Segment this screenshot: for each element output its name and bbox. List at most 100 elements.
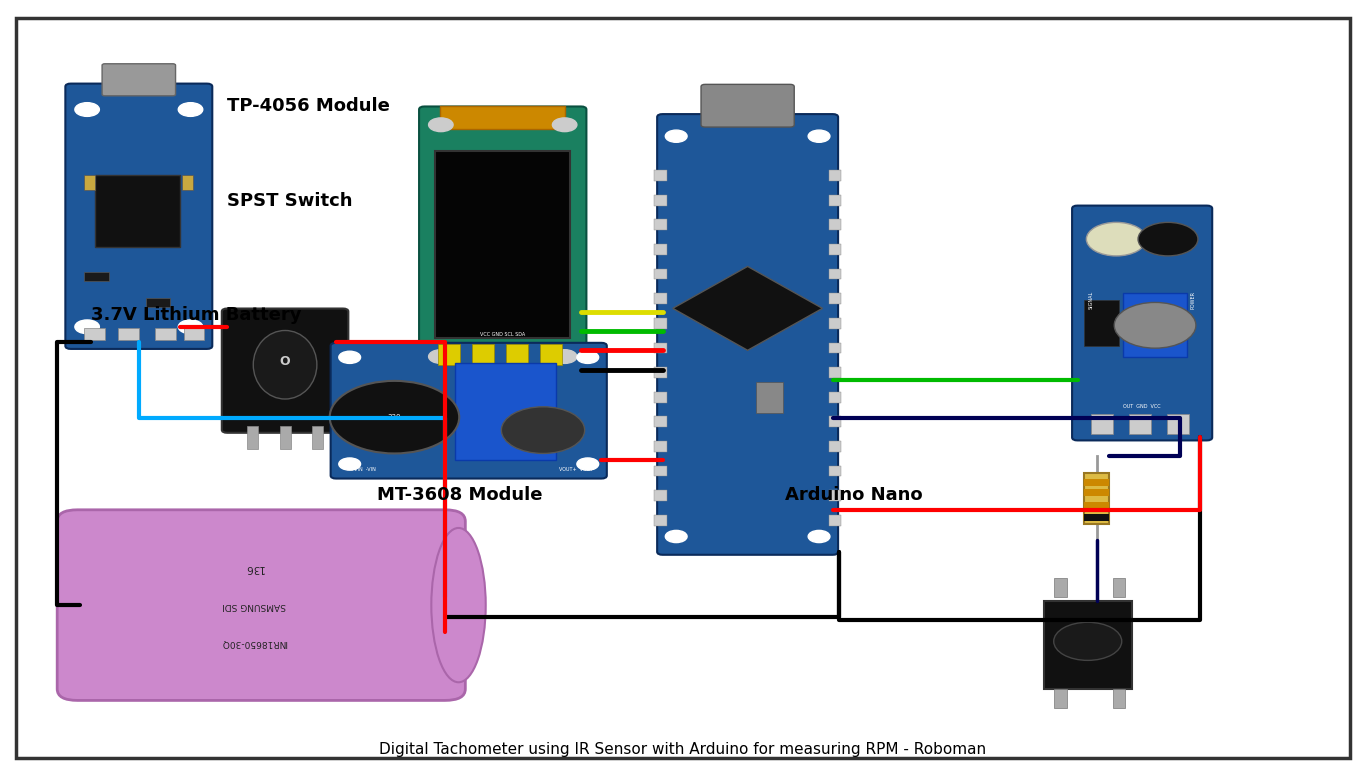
Bar: [119, 328, 139, 339]
Circle shape: [179, 103, 202, 117]
Text: MT-3608 Module: MT-3608 Module: [377, 485, 542, 504]
Bar: [156, 328, 176, 339]
Bar: [1123, 293, 1187, 357]
Bar: [440, 106, 566, 128]
FancyBboxPatch shape: [221, 309, 348, 433]
Circle shape: [809, 531, 831, 542]
Bar: [654, 244, 667, 255]
Bar: [654, 515, 667, 525]
Bar: [1168, 415, 1188, 434]
Bar: [654, 318, 667, 329]
Bar: [436, 151, 570, 338]
Bar: [829, 465, 841, 476]
Bar: [280, 426, 291, 449]
Bar: [247, 426, 258, 449]
Bar: [1055, 689, 1067, 708]
Bar: [1091, 415, 1113, 434]
Bar: [1085, 502, 1109, 508]
Circle shape: [179, 320, 202, 333]
Text: +VIN  -VIN: +VIN -VIN: [350, 467, 376, 472]
Circle shape: [552, 349, 576, 363]
Bar: [829, 490, 841, 501]
Circle shape: [75, 320, 100, 333]
Bar: [654, 416, 667, 427]
Bar: [829, 441, 841, 452]
Text: Digital Tachometer using IR Sensor with Arduino for measuring RPM - Roboman: Digital Tachometer using IR Sensor with …: [380, 743, 986, 757]
Bar: [438, 343, 460, 365]
Ellipse shape: [253, 330, 317, 399]
Text: 136: 136: [245, 563, 264, 573]
Bar: [654, 293, 667, 304]
Circle shape: [665, 130, 687, 142]
Text: O: O: [280, 355, 291, 368]
Text: VCC GND SCL SDA: VCC GND SCL SDA: [479, 332, 526, 337]
Bar: [96, 175, 180, 247]
Bar: [829, 244, 841, 255]
Bar: [654, 220, 667, 230]
Bar: [146, 298, 171, 307]
Circle shape: [1086, 223, 1146, 256]
FancyBboxPatch shape: [701, 84, 794, 127]
FancyBboxPatch shape: [66, 84, 212, 349]
Bar: [829, 318, 841, 329]
Circle shape: [339, 458, 361, 470]
Bar: [85, 175, 96, 190]
Circle shape: [576, 351, 598, 363]
FancyBboxPatch shape: [102, 64, 176, 96]
Bar: [654, 170, 667, 181]
Circle shape: [75, 103, 100, 117]
Bar: [829, 195, 841, 206]
Bar: [182, 175, 193, 190]
Bar: [473, 343, 494, 365]
Bar: [654, 392, 667, 402]
Bar: [654, 343, 667, 353]
FancyBboxPatch shape: [57, 510, 466, 700]
Bar: [1085, 489, 1109, 496]
Circle shape: [429, 349, 454, 363]
Circle shape: [809, 130, 831, 142]
Bar: [85, 272, 109, 281]
Bar: [829, 343, 841, 353]
Bar: [1085, 300, 1119, 346]
Circle shape: [339, 351, 361, 363]
Text: 330: 330: [388, 414, 402, 420]
Bar: [829, 515, 841, 525]
Bar: [654, 441, 667, 452]
Bar: [540, 343, 561, 365]
Bar: [507, 343, 527, 365]
Bar: [829, 367, 841, 378]
Bar: [1130, 415, 1152, 434]
Bar: [1044, 601, 1132, 689]
Bar: [183, 328, 204, 339]
Ellipse shape: [432, 528, 486, 682]
Polygon shape: [673, 266, 822, 350]
Bar: [311, 426, 322, 449]
Text: VOUT+  VOUT-: VOUT+ VOUT-: [559, 467, 594, 472]
Text: Arduino Nano: Arduino Nano: [785, 485, 922, 504]
Bar: [654, 367, 667, 378]
Bar: [829, 293, 841, 304]
Text: TP-4056 Module: TP-4056 Module: [227, 97, 391, 114]
Circle shape: [501, 407, 585, 453]
Circle shape: [1115, 303, 1195, 348]
Bar: [1055, 578, 1067, 598]
Circle shape: [329, 381, 459, 453]
Bar: [85, 328, 105, 339]
FancyBboxPatch shape: [331, 343, 607, 478]
Bar: [829, 416, 841, 427]
Bar: [1113, 689, 1126, 708]
Text: POWER: POWER: [1191, 291, 1195, 310]
Text: SIGNAL: SIGNAL: [1089, 291, 1094, 310]
Text: 3.7V Lithium Battery: 3.7V Lithium Battery: [92, 306, 302, 324]
Text: SPST Switch: SPST Switch: [227, 192, 352, 210]
Bar: [654, 490, 667, 501]
FancyBboxPatch shape: [657, 114, 839, 554]
Bar: [654, 465, 667, 476]
Bar: [1085, 515, 1109, 521]
Bar: [455, 363, 556, 460]
Text: OUT  GND  VCC: OUT GND VCC: [1123, 405, 1161, 409]
Circle shape: [1053, 622, 1121, 660]
Circle shape: [576, 458, 598, 470]
Bar: [829, 269, 841, 280]
Bar: [757, 382, 783, 412]
